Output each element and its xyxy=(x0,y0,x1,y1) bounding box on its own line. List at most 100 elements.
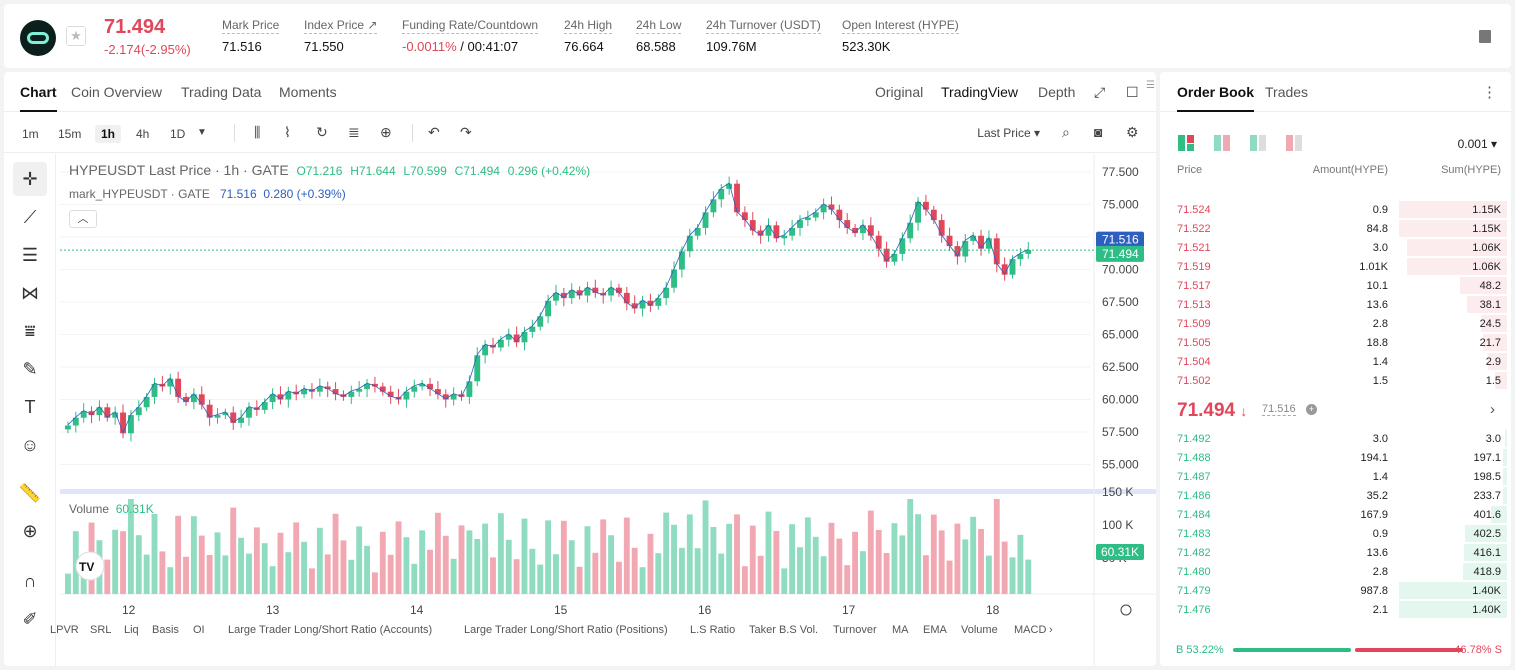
volume-bar xyxy=(938,530,945,594)
crosshair-icon[interactable]: ✛ xyxy=(13,162,47,196)
bid-row[interactable]: 71.488 194.1 197.1 xyxy=(1160,448,1511,467)
timeframe-1h[interactable]: 1h xyxy=(95,125,122,143)
bid-row[interactable]: 71.480 2.8 418.9 xyxy=(1160,562,1511,581)
bid-row[interactable]: 71.482 13.6 416.1 xyxy=(1160,543,1511,562)
view-original[interactable]: Original xyxy=(875,84,924,100)
camera-icon[interactable]: ◙ xyxy=(1094,124,1103,140)
tab-coin-overview[interactable]: Coin Overview xyxy=(71,84,163,100)
brush-icon[interactable]: ✎ xyxy=(22,359,38,379)
ask-row[interactable]: 71.502 1.5 1.5 xyxy=(1160,371,1511,390)
view-split-icon[interactable] xyxy=(1214,135,1232,151)
indicator-liq[interactable]: Liq xyxy=(124,624,139,636)
indicator-l-s-ratio[interactable]: L.S Ratio xyxy=(690,624,736,636)
favorite-star-icon[interactable]: ★ xyxy=(66,26,86,46)
text-tool-icon[interactable]: T xyxy=(24,397,36,417)
candle-body xyxy=(206,404,213,418)
timeframe-1m[interactable]: 1m xyxy=(22,127,39,141)
chevron-right-icon[interactable]: › xyxy=(1490,401,1495,418)
emoji-icon[interactable]: ☺ xyxy=(20,435,40,455)
volume-bar xyxy=(962,539,969,594)
edit-icon[interactable]: ✐ xyxy=(22,609,38,629)
timeframe-15m[interactable]: 15m xyxy=(58,127,82,141)
ask-row[interactable]: 71.519 1.01K 1.06K xyxy=(1160,257,1511,276)
bid-row[interactable]: 71.486 35.2 233.7 xyxy=(1160,486,1511,505)
ask-row[interactable]: 71.504 1.4 2.9 xyxy=(1160,352,1511,371)
ask-row[interactable]: 71.524 0.9 1.15K xyxy=(1160,200,1511,219)
indicator-turnover[interactable]: Turnover xyxy=(833,624,877,636)
redo-icon[interactable]: ↷ xyxy=(460,124,472,140)
legend-collapse-button[interactable]: ︿ xyxy=(69,210,97,228)
pattern-icon[interactable]: ⋈ xyxy=(21,283,39,303)
replay-icon[interactable]: ↻ xyxy=(316,124,328,140)
precision-select[interactable]: 0.001 ▾ xyxy=(1457,137,1497,151)
chart-legend-main: HYPEUSDT Last Price · 1h · GATE O71.216 … xyxy=(69,162,591,178)
mark-info-icon[interactable]: + xyxy=(1306,404,1317,415)
horizontal-lines-icon[interactable]: ☰ xyxy=(21,245,39,265)
bid-row[interactable]: 71.479 987.8 1.40K xyxy=(1160,581,1511,600)
ask-row[interactable]: 71.517 10.1 48.2 xyxy=(1160,276,1511,295)
y-tick-label: 70.000 xyxy=(1102,263,1139,277)
price-chart[interactable]: 77.50075.00072.50070.00067.50065.00062.5… xyxy=(60,154,1156,666)
candle-type-icon[interactable]: ⫼ xyxy=(254,124,261,140)
trend-line-icon[interactable]: ⟋ xyxy=(23,207,37,227)
volume-bar xyxy=(860,551,866,594)
indicators-icon[interactable]: ⌇ xyxy=(284,124,291,140)
ask-row[interactable]: 71.521 3.0 1.06K xyxy=(1160,238,1511,257)
view-depth[interactable]: Depth xyxy=(1038,84,1076,100)
indicator-volume[interactable]: Volume xyxy=(961,624,998,636)
undo-icon[interactable]: ↶ xyxy=(428,124,440,140)
last-price-select[interactable]: Last Price ▾ xyxy=(977,126,1040,140)
volume-bar xyxy=(332,513,339,594)
search-icon[interactable]: ⌕ xyxy=(1062,124,1070,140)
tab-moments[interactable]: Moments xyxy=(279,84,337,100)
ask-row[interactable]: 71.505 18.8 21.7 xyxy=(1160,333,1511,352)
view-tradingview[interactable]: TradingView xyxy=(941,84,1019,100)
indicator-taker-b-s-vol-[interactable]: Taker B.S Vol. xyxy=(749,624,819,636)
stat-index-price[interactable]: Index Price ↗ 71.550 xyxy=(304,18,378,54)
indicator-macd[interactable]: MACD xyxy=(1014,624,1047,636)
bid-row[interactable]: 71.476 2.1 1.40K xyxy=(1160,600,1511,619)
candle-body xyxy=(781,235,788,239)
more-options-icon[interactable]: ⋮ xyxy=(1482,84,1497,101)
zoom-in-icon[interactable]: ⊕ xyxy=(22,521,38,541)
layout-icon[interactable]: ≣ xyxy=(348,124,360,140)
view-both-icon[interactable] xyxy=(1178,135,1196,151)
view-bids-icon[interactable] xyxy=(1250,135,1268,151)
indicator-large-trader-long-short-ratio-positions-[interactable]: Large Trader Long/Short Ratio (Positions… xyxy=(464,624,668,636)
indicator-oi[interactable]: OI xyxy=(193,624,205,636)
bid-row[interactable]: 71.492 3.0 3.0 xyxy=(1160,429,1511,448)
view-asks-icon[interactable] xyxy=(1286,135,1304,151)
indicator-ema[interactable]: EMA xyxy=(923,624,947,636)
indicator-basis[interactable]: Basis xyxy=(152,624,179,636)
panel-menu-icon[interactable]: ☰ xyxy=(1146,80,1155,91)
expand-icon[interactable]: ⤢ xyxy=(1094,84,1106,100)
indicator-ma[interactable]: MA xyxy=(892,624,909,636)
guide-book-icon[interactable] xyxy=(1479,30,1491,43)
volume-bar xyxy=(167,567,174,594)
tab-order-book[interactable]: Order Book xyxy=(1177,84,1255,112)
window-icon[interactable]: ☐ xyxy=(1126,84,1139,100)
indicator-lpvr[interactable]: LPVR xyxy=(50,624,79,636)
row-sum: 1.06K xyxy=(1472,261,1501,273)
timeframe-4h[interactable]: 4h xyxy=(136,127,150,141)
tab-trading-data[interactable]: Trading Data xyxy=(181,84,262,100)
fib-icon[interactable]: ⩸ xyxy=(24,321,36,341)
settings-gear-icon[interactable]: ⚙ xyxy=(1126,124,1139,140)
ruler-icon[interactable]: 📏 xyxy=(18,483,42,503)
bid-row[interactable]: 71.487 1.4 198.5 xyxy=(1160,467,1511,486)
add-icon[interactable]: ⊕ xyxy=(380,124,392,140)
timeframe-1d[interactable]: 1D xyxy=(170,127,186,141)
indicator-large-trader-long-short-ratio-accounts-[interactable]: Large Trader Long/Short Ratio (Accounts) xyxy=(228,624,433,636)
ask-row[interactable]: 71.522 84.8 1.15K xyxy=(1160,219,1511,238)
ask-row[interactable]: 71.509 2.8 24.5 xyxy=(1160,314,1511,333)
bid-row[interactable]: 71.483 0.9 402.5 xyxy=(1160,524,1511,543)
tab-chart[interactable]: Chart xyxy=(20,84,57,112)
tab-trades[interactable]: Trades xyxy=(1265,84,1309,100)
magnet-icon[interactable]: ∩ xyxy=(23,571,37,591)
timeframe-dropdown-icon[interactable]: ▼ xyxy=(197,127,207,138)
indicator-scroll-icon[interactable]: › xyxy=(1049,624,1053,636)
ask-row[interactable]: 71.513 13.6 38.1 xyxy=(1160,295,1511,314)
bid-row[interactable]: 71.484 167.9 401.6 xyxy=(1160,505,1511,524)
indicator-srl[interactable]: SRL xyxy=(90,624,112,636)
volume-bar xyxy=(490,557,496,594)
